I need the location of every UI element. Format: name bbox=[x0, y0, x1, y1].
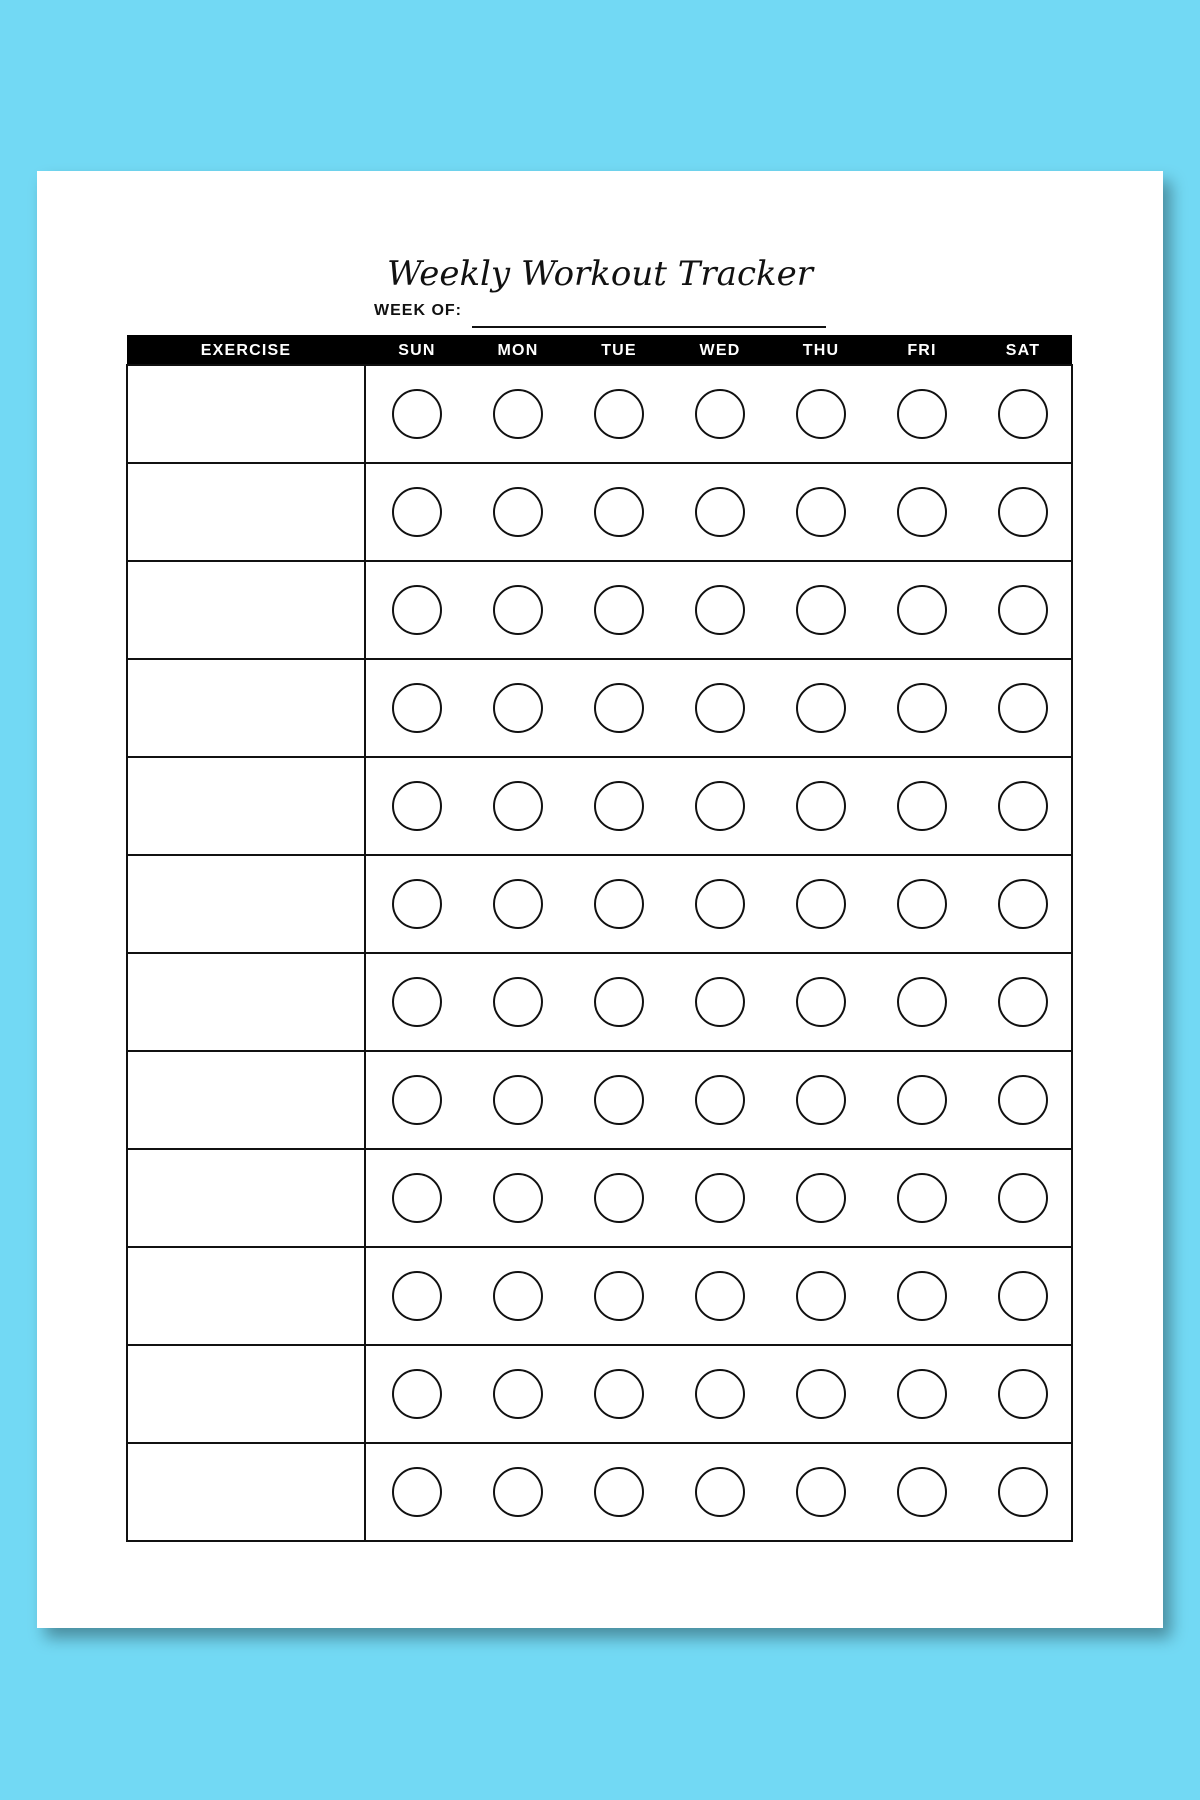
check-circle bbox=[998, 781, 1048, 831]
check-circle bbox=[493, 1173, 543, 1223]
check-circle bbox=[998, 1075, 1048, 1125]
check-circle bbox=[695, 585, 745, 635]
check-circle bbox=[998, 1369, 1048, 1419]
check-circle bbox=[493, 1075, 543, 1125]
check-circle bbox=[897, 1075, 947, 1125]
check-circle bbox=[594, 1271, 644, 1321]
check-circle bbox=[493, 389, 543, 439]
check-circle bbox=[594, 1075, 644, 1125]
check-circle bbox=[594, 977, 644, 1027]
check-circle bbox=[897, 977, 947, 1027]
column-header: MON bbox=[498, 342, 539, 359]
check-circle bbox=[796, 389, 846, 439]
week-of-label: WEEK OF: bbox=[374, 302, 462, 319]
column-header: TUE bbox=[601, 342, 637, 359]
check-circle bbox=[695, 1075, 745, 1125]
check-circle bbox=[392, 487, 442, 537]
check-circle bbox=[594, 1369, 644, 1419]
check-circle bbox=[796, 1173, 846, 1223]
table-header bbox=[127, 335, 1072, 365]
check-circle bbox=[594, 1467, 644, 1517]
check-circle bbox=[796, 1271, 846, 1321]
check-circle bbox=[998, 879, 1048, 929]
check-circle bbox=[695, 389, 745, 439]
check-circle bbox=[897, 1369, 947, 1419]
check-circle bbox=[392, 781, 442, 831]
check-circle bbox=[695, 781, 745, 831]
check-circle bbox=[796, 683, 846, 733]
check-circle bbox=[998, 1467, 1048, 1517]
check-circle bbox=[493, 1467, 543, 1517]
check-circle bbox=[695, 879, 745, 929]
check-circle bbox=[392, 1369, 442, 1419]
check-circle bbox=[392, 1075, 442, 1125]
check-circle bbox=[695, 977, 745, 1027]
check-circle bbox=[897, 487, 947, 537]
check-circle bbox=[695, 1369, 745, 1419]
check-circle bbox=[897, 879, 947, 929]
check-circle bbox=[998, 683, 1048, 733]
column-header: FRI bbox=[907, 342, 936, 359]
check-circle bbox=[796, 879, 846, 929]
column-header: THU bbox=[803, 342, 839, 359]
check-circle bbox=[392, 1173, 442, 1223]
check-circle bbox=[998, 1271, 1048, 1321]
check-circle bbox=[493, 1271, 543, 1321]
check-circle bbox=[998, 1173, 1048, 1223]
check-circle bbox=[796, 977, 846, 1027]
check-circle bbox=[998, 585, 1048, 635]
check-circle bbox=[695, 487, 745, 537]
column-header: WED bbox=[700, 342, 741, 359]
check-circle bbox=[594, 585, 644, 635]
check-circle bbox=[594, 683, 644, 733]
check-circle bbox=[493, 585, 543, 635]
check-circle bbox=[796, 1369, 846, 1419]
check-circle bbox=[695, 1271, 745, 1321]
column-header: SAT bbox=[1006, 342, 1040, 359]
check-circle bbox=[796, 585, 846, 635]
check-circle bbox=[493, 977, 543, 1027]
check-circle bbox=[695, 683, 745, 733]
check-circle bbox=[493, 1369, 543, 1419]
check-circle bbox=[998, 389, 1048, 439]
check-circle bbox=[897, 781, 947, 831]
check-circle bbox=[392, 879, 442, 929]
check-circle bbox=[796, 1075, 846, 1125]
check-circle bbox=[998, 977, 1048, 1027]
check-circle bbox=[594, 879, 644, 929]
check-circle bbox=[897, 1173, 947, 1223]
check-circle bbox=[695, 1467, 745, 1517]
table: EXERCISE SUN MON TUE WED THU FRI SAT bbox=[126, 342, 1073, 1542]
check-circle bbox=[594, 781, 644, 831]
check-circle bbox=[392, 683, 442, 733]
check-circle bbox=[493, 487, 543, 537]
column-header: SUN bbox=[398, 342, 435, 359]
check-circle bbox=[998, 487, 1048, 537]
check-circle bbox=[392, 1271, 442, 1321]
check-circle bbox=[897, 1467, 947, 1517]
check-circle bbox=[594, 1173, 644, 1223]
check-circle bbox=[493, 781, 543, 831]
check-circle bbox=[897, 389, 947, 439]
check-circle bbox=[897, 1271, 947, 1321]
check-circle bbox=[796, 781, 846, 831]
check-circle bbox=[392, 977, 442, 1027]
check-circle bbox=[796, 1467, 846, 1517]
check-circle bbox=[796, 487, 846, 537]
check-circle bbox=[594, 487, 644, 537]
check-circle bbox=[493, 683, 543, 733]
check-circle bbox=[594, 389, 644, 439]
check-circle bbox=[392, 389, 442, 439]
check-circle bbox=[493, 879, 543, 929]
column-header: EXERCISE bbox=[201, 342, 292, 359]
title: Weekly Workout Tracker bbox=[387, 254, 815, 294]
check-circle bbox=[392, 1467, 442, 1517]
check-circle bbox=[897, 683, 947, 733]
check-circle bbox=[392, 585, 442, 635]
check-circle bbox=[897, 585, 947, 635]
check-circle bbox=[695, 1173, 745, 1223]
